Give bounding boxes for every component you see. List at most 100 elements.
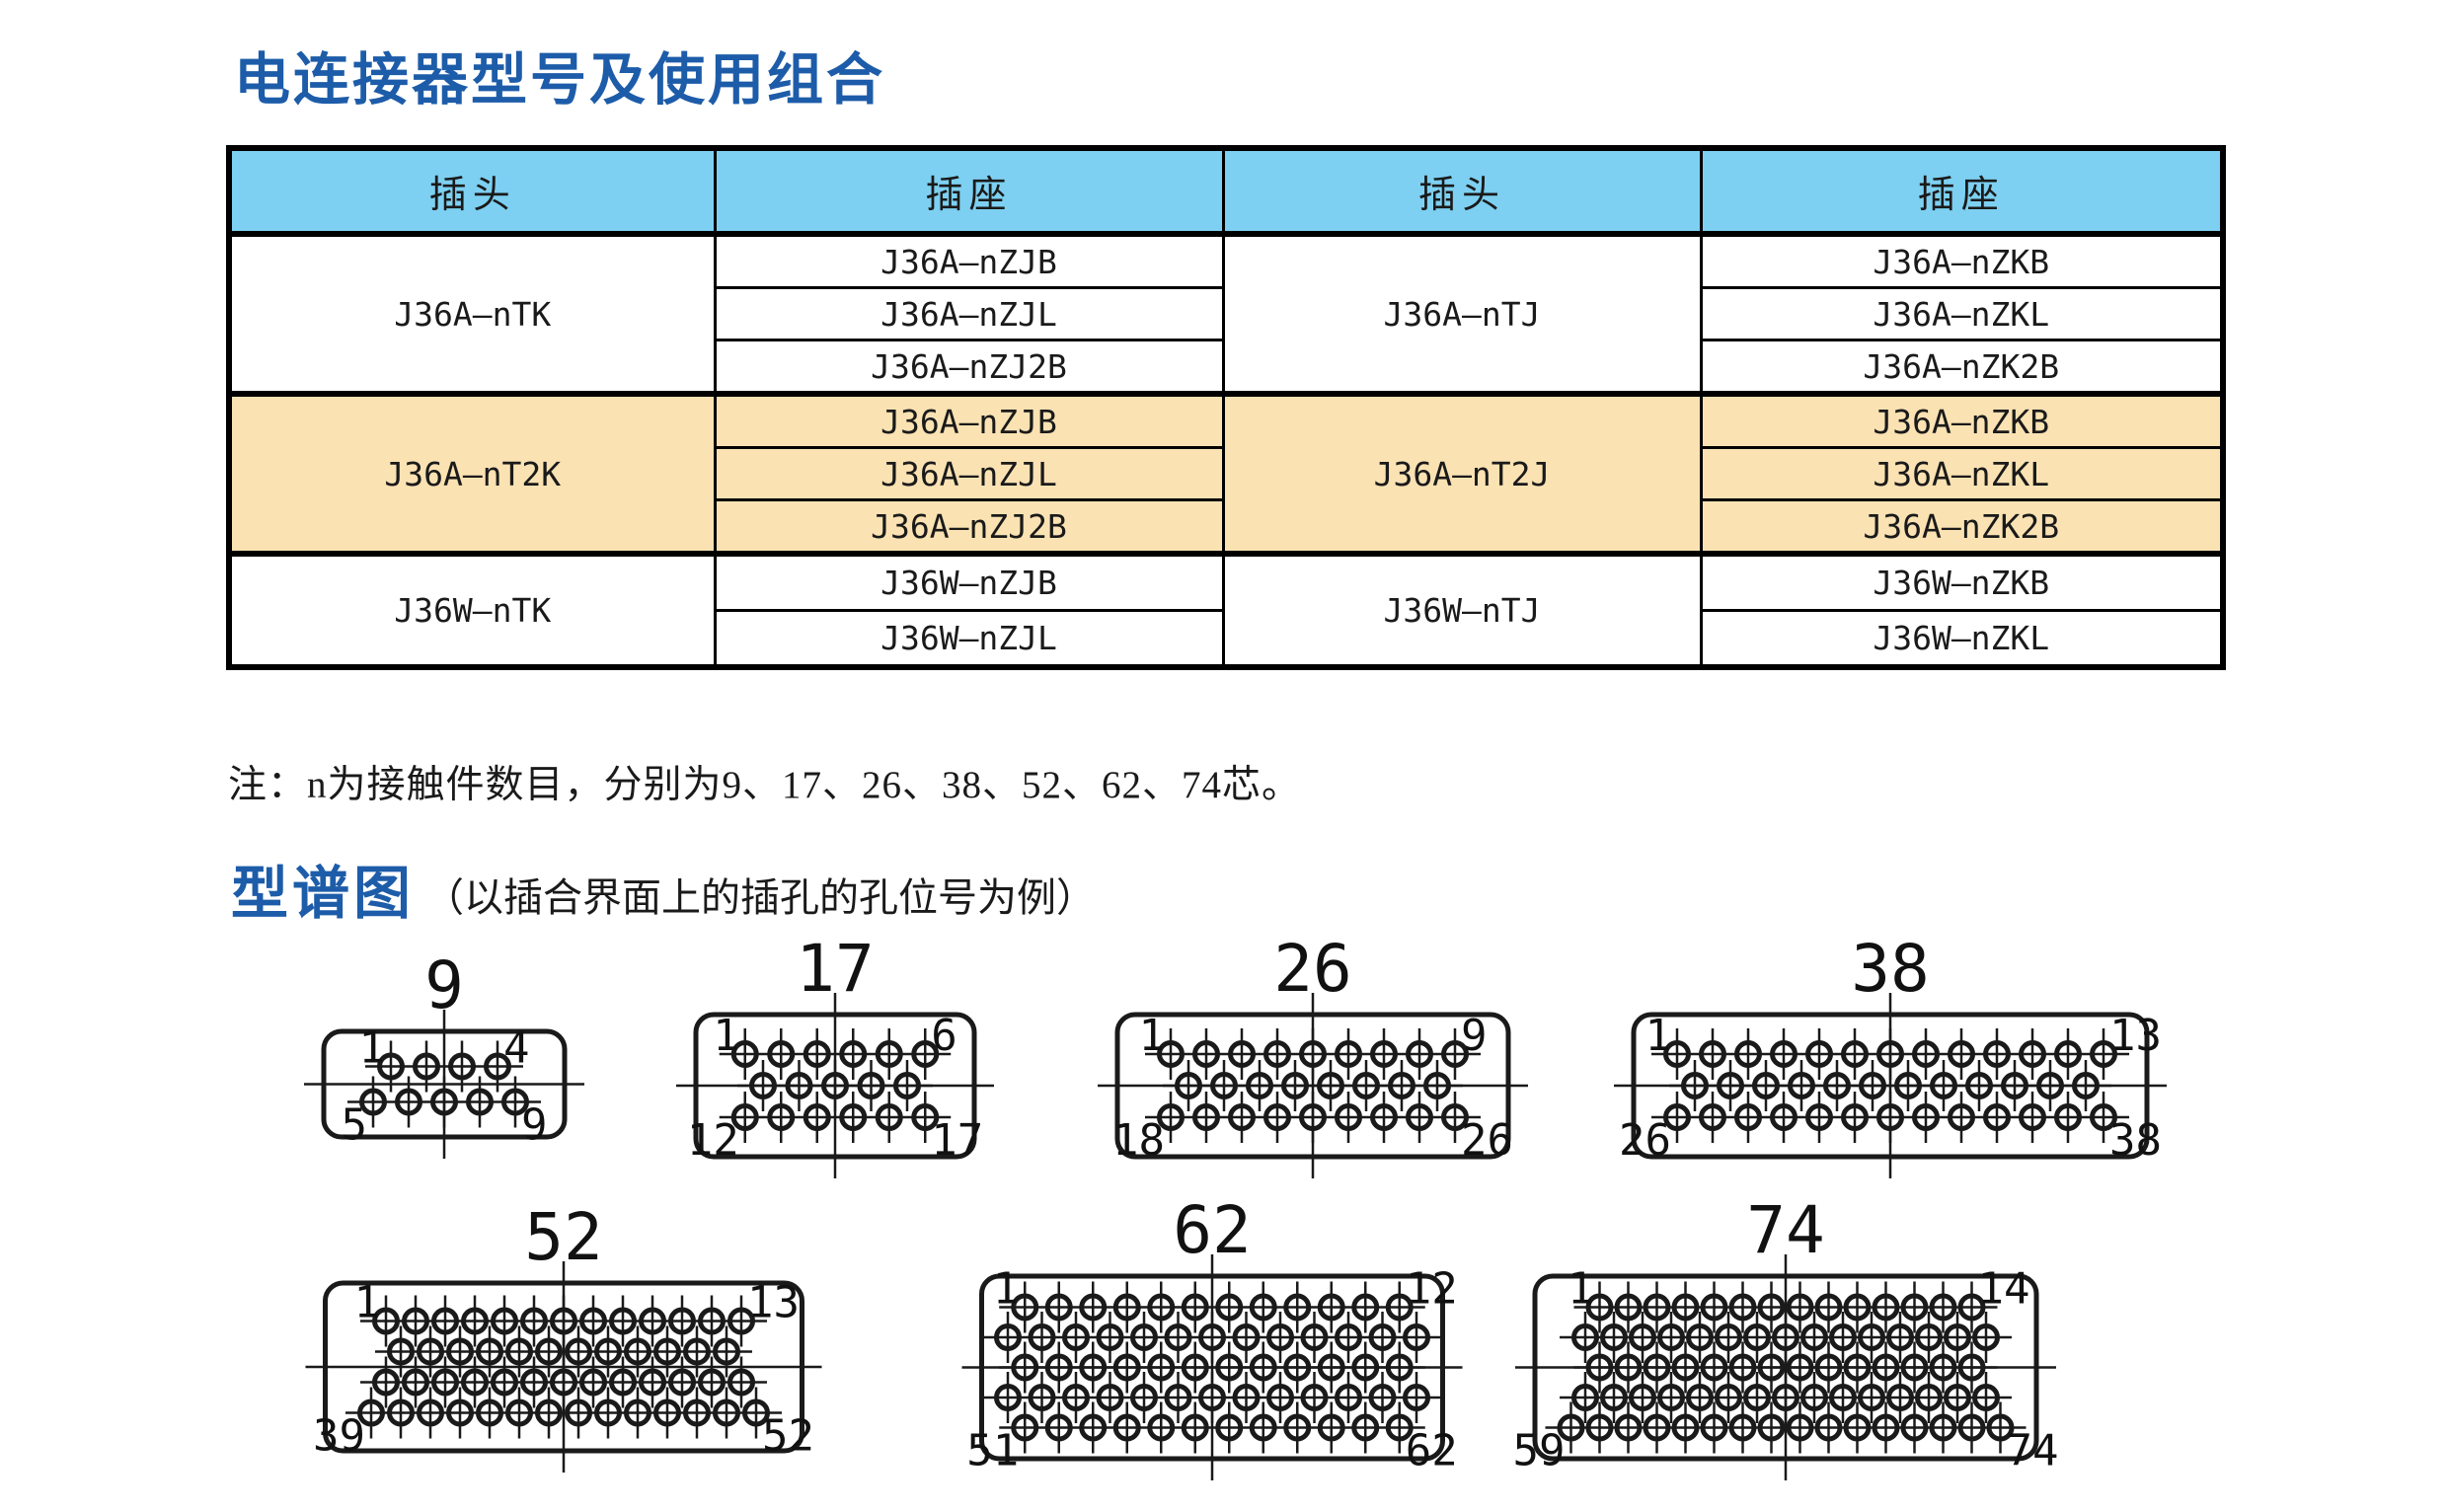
pin-hole (1441, 1040, 1469, 1068)
pin-hole (1299, 1103, 1327, 1131)
pin-hole (1965, 1072, 1993, 1099)
pin-hole (1028, 1323, 1056, 1351)
pin-hole (1406, 1040, 1433, 1068)
pin-hole (1335, 1103, 1362, 1131)
pin-hole (1228, 1103, 1256, 1131)
page-title: 电连接器型号及使用组合 (234, 49, 885, 112)
pin-hole (1805, 1103, 1833, 1131)
socket-cell: J36W—nZJL (713, 609, 1225, 669)
pin-hole (1930, 1072, 1957, 1099)
label-top-right: 12 (1406, 1264, 1458, 1315)
pin-hole (1368, 1384, 1397, 1411)
pin-hole (1096, 1384, 1124, 1411)
label-top-left: 1 (993, 1264, 1020, 1315)
connector-9: 1 4 5 9 9 (304, 947, 584, 1159)
pin-hole (1700, 1293, 1728, 1322)
pin-hole (1283, 1353, 1312, 1382)
connector-title: 62 (1173, 1192, 1251, 1268)
pin-hole (857, 1072, 885, 1099)
label-top-left: 1 (1645, 1011, 1672, 1061)
socket-cell: J36A—nZJL (713, 286, 1225, 341)
socket-cell: J36A—nZJ2B (713, 498, 1225, 556)
label-bottom-right: 62 (1406, 1426, 1458, 1476)
pin-hole (505, 1337, 533, 1366)
pin-hole (1388, 1072, 1415, 1099)
pin-hole (1385, 1413, 1414, 1442)
socket-cell: J36A—nZKB (1699, 391, 2225, 449)
label-top-right: 13 (747, 1278, 800, 1328)
pin-hole (1872, 1353, 1900, 1382)
pin-hole (1643, 1353, 1671, 1382)
socket-cell: J36A—nZJL (713, 446, 1225, 501)
label-bottom-right: 74 (2007, 1426, 2059, 1476)
pin-hole (1800, 1323, 1828, 1351)
pin-hole (1335, 1040, 1362, 1068)
pin-hole (1983, 1040, 2011, 1068)
pin-hole (372, 1307, 400, 1335)
pin-hole (1872, 1413, 1900, 1442)
pin-hole (1423, 1072, 1451, 1099)
label-bottom-left: 12 (687, 1115, 739, 1166)
pin-hole (535, 1337, 563, 1366)
pin-hole (1164, 1384, 1192, 1411)
connector-title: 17 (796, 931, 874, 1007)
pin-hole (1368, 1323, 1397, 1351)
pin-hole (565, 1399, 592, 1427)
pin-hole (2090, 1040, 2117, 1068)
label-top-left: 1 (354, 1278, 381, 1328)
pin-hole (550, 1368, 577, 1397)
pin-hole (395, 1088, 422, 1116)
pin-hole (1317, 1293, 1345, 1322)
socket-cell: J36A—nZKL (1699, 446, 2225, 501)
pin-hole (730, 1040, 759, 1068)
pin-hole (1686, 1323, 1714, 1351)
pin-hole (1772, 1323, 1799, 1351)
pin-hole (1210, 1072, 1238, 1099)
pin-hole (1283, 1413, 1312, 1442)
pin-hole (1717, 1072, 1744, 1099)
pin-hole (357, 1399, 385, 1427)
pin-hole (1385, 1293, 1414, 1322)
label-bottom-left: 59 (1513, 1426, 1566, 1476)
socket-cell: J36A—nZK2B (1699, 498, 2225, 556)
pin-hole (491, 1368, 518, 1397)
pin-hole (579, 1307, 607, 1335)
pin-hole (1352, 1072, 1380, 1099)
pin-hole (2072, 1072, 2100, 1099)
pin-hole (1283, 1293, 1312, 1322)
pin-hole (402, 1307, 429, 1335)
pin-hole (2019, 1040, 2046, 1068)
socket-cell: J36W—nZJB (713, 551, 1225, 612)
table-body: J36A—nTK J36A—nZJB J36A—nTJ J36A—nZKB J36A—n… (227, 231, 2225, 669)
pin-hole (609, 1368, 637, 1397)
pin-hole (839, 1103, 868, 1131)
table-header-cell: 插座 (1699, 146, 2225, 237)
header-row: 插头 插座 插头 插座 (227, 146, 2225, 237)
plug-cell: J36A—nTK (227, 231, 717, 396)
pin-hole (1948, 1040, 1975, 1068)
pin-hole (505, 1399, 533, 1427)
pin-hole (803, 1103, 831, 1131)
pin-hole (1215, 1413, 1244, 1442)
connector-body (693, 1012, 977, 1160)
pin-hole (1112, 1293, 1141, 1322)
pin-hole (1096, 1323, 1124, 1351)
table-row: J36W—nTK J36W—nZJB J36W—nTJ J36W—nZKB (227, 551, 2225, 669)
pin-hole (1403, 1323, 1430, 1351)
pin-hole (875, 1103, 903, 1131)
pin-hole (2054, 1040, 2082, 1068)
pin-hole (1657, 1384, 1685, 1411)
pin-hole (1772, 1384, 1799, 1411)
section-heading: 型谱图 （以插合界面上的插孔的孔位号为例） (231, 847, 1096, 930)
pin-hole (1263, 1040, 1291, 1068)
pin-hole (1351, 1293, 1380, 1322)
pin-hole (1957, 1413, 1986, 1442)
label-top-right: 6 (931, 1011, 957, 1061)
pin-hole (1246, 1072, 1273, 1099)
pin-hole (417, 1337, 444, 1366)
pin-hole (911, 1103, 940, 1131)
pin-hole (1663, 1103, 1691, 1131)
pin-hole (1786, 1353, 1814, 1382)
pin-hole (1147, 1293, 1176, 1322)
